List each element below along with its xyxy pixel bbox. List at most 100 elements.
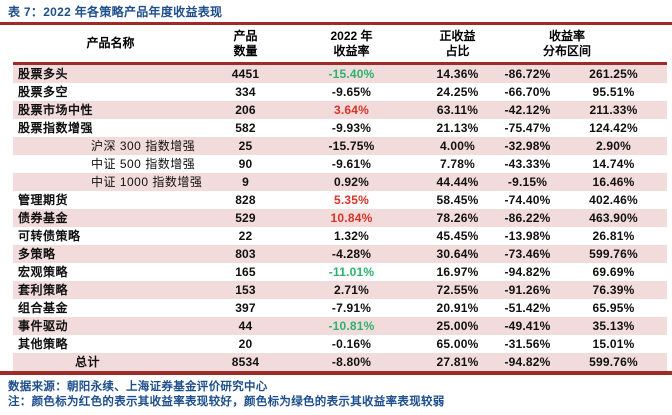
row-return: -9.65% (331, 85, 372, 99)
row-return: -4.28% (331, 247, 372, 261)
row-name: 中证 500 指数增强 (91, 157, 196, 171)
row-range-low: -43.33% (504, 157, 551, 171)
row-range-high: 15.01% (592, 337, 635, 351)
row-count: 828 (235, 193, 256, 207)
row-name: 股票多空 (18, 85, 69, 99)
row-range-high: 69.69% (592, 265, 635, 279)
row-positive-ratio: 4.00% (439, 139, 476, 153)
row-name: 套利策略 (18, 283, 69, 297)
row-positive-ratio: 44.44% (436, 175, 479, 189)
row-range-low: -86.72% (504, 67, 551, 81)
row-name: 沪深 300 指数增强 (91, 139, 196, 153)
row-range-high: 26.81% (592, 229, 635, 243)
row-range-high: 35.13% (592, 319, 635, 333)
row-range-high: 65.95% (592, 301, 635, 315)
table-row-csi300-enhanced: 沪深 300 指数增强 25 -15.75% 4.00% -32.98% 2.9… (13, 137, 667, 155)
row-range-high: 14.74% (592, 157, 635, 171)
table-row-bond-fund: 债券基金 529 10.84% 78.26% -86.22% 463.90% (13, 209, 667, 227)
header-positive-ratio-line1: 正收益 (439, 28, 476, 43)
row-count: 90 (238, 157, 253, 171)
table-row-macro-strategy: 宏观策略 165 -11.01% 16.97% -94.82% 69.69% (13, 263, 667, 281)
table-row-managed-futures: 管理期货 828 5.35% 58.45% -74.40% 402.46% (13, 191, 667, 209)
table-row-stock-long-short: 股票多空 334 -9.65% 24.25% -66.70% 95.51% (13, 83, 667, 101)
row-count: 153 (235, 283, 256, 297)
header-product-name: 产品名称 (86, 36, 135, 50)
row-positive-ratio: 25.00% (436, 319, 479, 333)
header-return-range: 收益率 分布区间 (481, 29, 653, 59)
row-count: 25 (238, 139, 253, 153)
row-name: 多策略 (18, 247, 56, 261)
row-count: 206 (235, 103, 256, 117)
row-count: 8534 (231, 355, 260, 369)
row-return: -11.01% (328, 265, 375, 279)
header-positive-ratio-line2: 占比 (445, 43, 470, 58)
row-range-low: -94.82% (504, 265, 551, 279)
row-positive-ratio: 30.64% (436, 247, 479, 261)
row-positive-ratio: 45.45% (436, 229, 479, 243)
table-row-event-driven: 事件驱动 44 -10.81% 25.00% -49.41% 35.13% (13, 317, 667, 335)
row-name: 管理期货 (18, 193, 69, 207)
row-positive-ratio: 20.91% (436, 301, 479, 315)
color-legend-note: 注：颜色标为红色的表示其收益率表现较好，颜色标为绿色的表示其收益率表现较弱 (8, 396, 445, 408)
row-name: 股票多头 (18, 67, 69, 81)
data-source-note: 数据来源：朝阳永续、上海证券基金评价研究中心 (8, 381, 268, 393)
row-range-low: -74.40% (504, 193, 551, 207)
row-range-high: 402.46% (589, 193, 638, 207)
header-positive-ratio: 正收益 占比 (420, 29, 495, 59)
row-range-low: -94.82% (504, 355, 551, 369)
table-row-csi500-enhanced: 中证 500 指数增强 90 -9.61% 7.78% -43.33% 14.7… (13, 155, 667, 173)
row-range-high: 211.33% (589, 103, 638, 117)
row-return: -15.75% (328, 139, 375, 153)
row-positive-ratio: 65.00% (436, 337, 479, 351)
row-return: 5.35% (333, 193, 370, 207)
header-divider (13, 62, 667, 65)
row-range-high: 124.42% (589, 121, 638, 135)
row-count: 4451 (231, 67, 260, 81)
row-return: 10.84% (330, 211, 373, 225)
row-name: 其他策略 (18, 337, 69, 351)
row-count: 334 (235, 85, 256, 99)
header-return-range-line2: 分布区间 (542, 43, 591, 58)
row-range-low: -66.70% (504, 85, 551, 99)
title-divider (0, 22, 672, 25)
row-name: 股票指数增强 (18, 121, 94, 135)
header-return-range-line1: 收益率 (548, 28, 585, 43)
row-count: 9 (242, 175, 249, 189)
row-name: 事件驱动 (18, 319, 69, 333)
row-range-low: -75.47% (504, 121, 551, 135)
row-range-high: 599.76% (589, 247, 638, 261)
row-name: 总计 (75, 355, 101, 369)
row-name: 宏观策略 (18, 265, 69, 279)
table-row-multi-strategy: 多策略 803 -4.28% 30.64% -73.46% 599.76% (13, 245, 667, 263)
header-product-count-line1: 产品 (233, 28, 258, 43)
row-return: 1.32% (333, 229, 370, 243)
row-return: 2.71% (333, 283, 370, 297)
row-count: 20 (238, 337, 253, 351)
table-row-index-enhanced: 股票指数增强 582 -9.93% 21.13% -75.47% 124.42% (13, 119, 667, 137)
row-positive-ratio: 14.36% (436, 67, 479, 81)
row-return: -8.80% (331, 355, 372, 369)
row-range-high: 261.25% (589, 67, 638, 81)
row-name: 债券基金 (18, 211, 69, 225)
header-2022-return-line2: 收益率 (333, 43, 370, 58)
row-name: 组合基金 (18, 301, 69, 315)
table-row-convertible-bond: 可转债策略 22 1.32% 45.45% -13.98% 26.81% (13, 227, 667, 245)
row-return: -0.16% (331, 337, 372, 351)
row-count: 22 (238, 229, 253, 243)
row-positive-ratio: 27.81% (436, 355, 479, 369)
table-footer: 数据来源：朝阳永续、上海证券基金评价研究中心 注：颜色标为红色的表示其收益率表现… (0, 375, 672, 410)
row-return: -10.81% (328, 319, 375, 333)
row-return: 0.92% (333, 175, 370, 189)
row-range-low: -86.22% (504, 211, 551, 225)
row-count: 803 (235, 247, 256, 261)
row-count: 529 (235, 211, 256, 225)
table-bottom-divider (0, 371, 672, 375)
row-range-high: 95.51% (592, 85, 635, 99)
row-range-low: -73.46% (504, 247, 551, 261)
row-return: -9.61% (331, 157, 372, 171)
table-row-csi1000-enhanced: 中证 1000 指数增强 9 0.92% 44.44% -9.15% 16.46… (13, 173, 667, 191)
row-positive-ratio: 78.26% (436, 211, 479, 225)
row-count: 582 (235, 121, 256, 135)
row-name: 股票市场中性 (18, 103, 94, 117)
row-positive-ratio: 58.45% (436, 193, 479, 207)
